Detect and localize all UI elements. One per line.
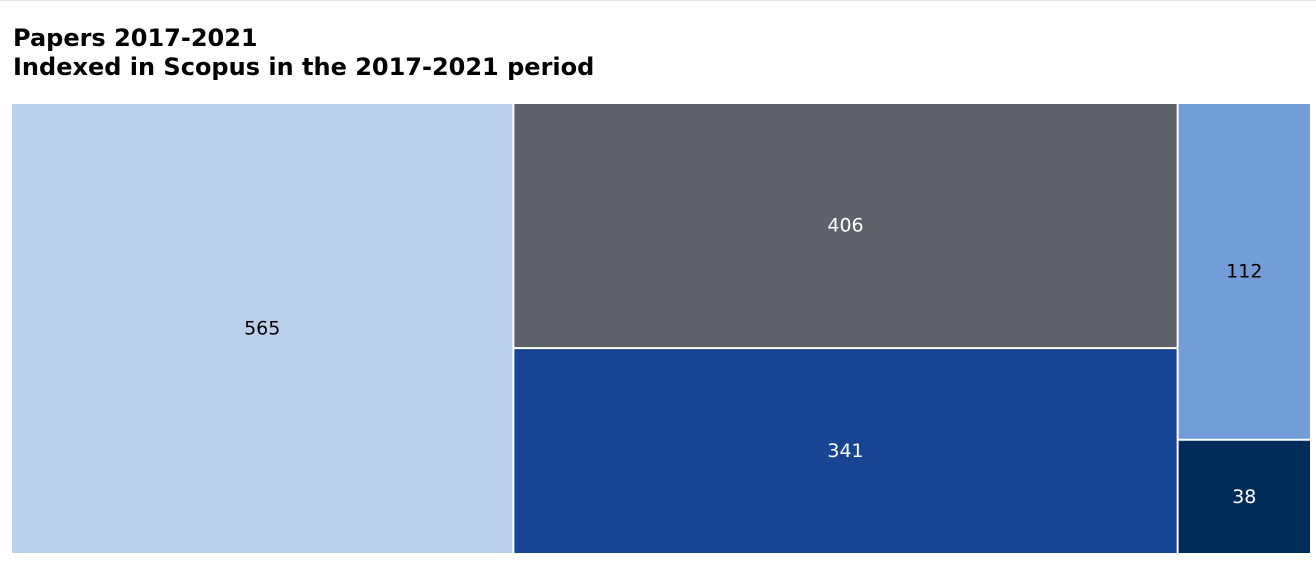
treemap-rect [514,104,1177,348]
top-divider [0,0,1316,1]
treemap-rect [1178,104,1310,439]
treemap-rect [514,349,1177,553]
treemap-value-label: 341 [827,440,863,462]
treemap-rect [1178,440,1310,553]
treemap-tile-112: 112 [1178,104,1310,439]
treemap-tile-565: 565 [12,104,513,553]
treemap-tile-406: 406 [514,104,1177,348]
treemap-value-label: 112 [1226,260,1262,282]
treemap-tile-38: 38 [1178,440,1310,553]
treemap-value-label: 565 [244,318,280,340]
treemap-value-label: 406 [827,215,863,237]
treemap-rect [12,104,513,553]
treemap-tile-341: 341 [514,349,1177,553]
chart-title: Papers 2017-2021 Indexed in Scopus in th… [13,24,594,82]
treemap-value-label: 38 [1232,486,1256,508]
chart-title-line: Papers 2017-2021 [13,24,258,52]
chart-subtitle-line: Indexed in Scopus in the 2017-2021 perio… [13,53,595,81]
